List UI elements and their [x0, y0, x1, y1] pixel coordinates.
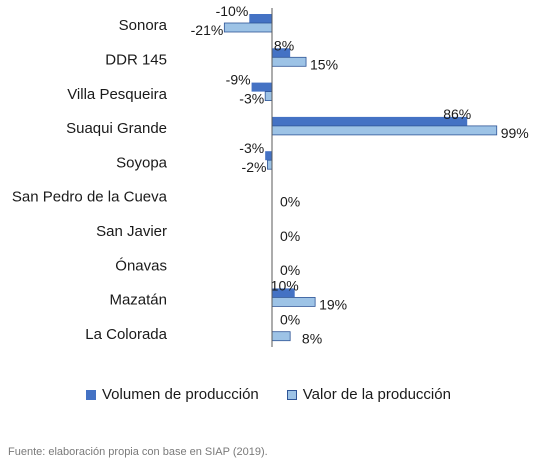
data-label-valor-suaqui-grande: 99% — [501, 125, 529, 141]
legend-label-valor: Valor de la producción — [302, 386, 451, 403]
source-note: Fuente: elaboración propia con base en S… — [8, 446, 268, 458]
legend-item-volumen: Volumen de producción — [86, 386, 259, 403]
category-label-san-javier: San Javier — [96, 223, 167, 240]
category-label-soyopa: Soyopa — [116, 154, 168, 171]
data-label-valor-soyopa: -2% — [242, 159, 267, 175]
bar-chart: Sonora -10% -21% DDR 145 8% 15% Villa Pesqueir… — [12, 3, 529, 347]
data-label-valor-onavas: 0% — [280, 262, 300, 278]
data-label-valor-mazatan: 19% — [319, 296, 347, 312]
legend-item-valor: Valor de la producción — [286, 386, 451, 403]
data-label-volumen-villa-pesqueira: -9% — [226, 72, 251, 88]
category-label-villa-pesqueira: Villa Pesqueira — [67, 86, 167, 103]
legend: Volumen de producción Valor de la produc… — [86, 386, 479, 403]
bar-volumen-ddr-145 — [272, 48, 291, 58]
data-label-volumen-la-colorada: 0% — [280, 312, 300, 328]
legend-swatch-volumen — [86, 389, 96, 400]
category-label-mazatan: Mazatán — [109, 292, 167, 309]
data-label-valor-ddr-145: 15% — [310, 56, 338, 72]
data-label-valor-sonora: -21% — [191, 22, 224, 38]
data-label-volumen-soyopa: -3% — [239, 140, 264, 156]
bar-volumen-sonora — [249, 14, 272, 23]
data-label-volumen-mazatan: 10% — [271, 277, 299, 293]
data-label-valor-san-javier: 0% — [280, 228, 300, 244]
data-label-valor-san-pedro-de-la-cueva: 0% — [280, 194, 300, 210]
bar-volumen-mazatan — [272, 288, 295, 298]
bar-volumen-soyopa — [265, 151, 272, 161]
category-label-ddr-145: DDR 145 — [105, 51, 167, 68]
data-label-volumen-suaqui-grande: 86% — [443, 106, 471, 122]
bar-valor-suaqui-grande — [271, 125, 498, 136]
bar-volumen-suaqui-grande — [272, 116, 468, 126]
bar-valor-ddr-145 — [271, 56, 307, 67]
category-label-onavas: Ónavas — [115, 257, 167, 274]
category-label-la-colorada: La Colorada — [85, 326, 167, 343]
data-label-valor-villa-pesqueira: -3% — [239, 91, 264, 107]
category-label-san-pedro-de-la-cueva: San Pedro de la Cueva — [12, 189, 168, 206]
bar-valor-soyopa — [267, 159, 273, 170]
bar-valor-villa-pesqueira — [264, 91, 273, 101]
legend-label-volumen: Volumen de producción — [102, 386, 259, 403]
data-label-volumen-sonora: -10% — [216, 3, 249, 19]
bar-valor-sonora — [223, 22, 273, 33]
bar-volumen-villa-pesqueira — [251, 82, 272, 92]
category-label-sonora: Sonora — [119, 17, 168, 34]
legend-swatch-valor — [286, 389, 297, 400]
category-label-suaqui-grande: Suaqui Grande — [66, 120, 167, 137]
data-label-valor-la-colorada: 8% — [302, 331, 322, 347]
bar-valor-mazatan — [271, 296, 316, 307]
data-label-volumen-ddr-145: 8% — [274, 37, 294, 53]
bar-valor-la-colorada — [271, 331, 291, 342]
